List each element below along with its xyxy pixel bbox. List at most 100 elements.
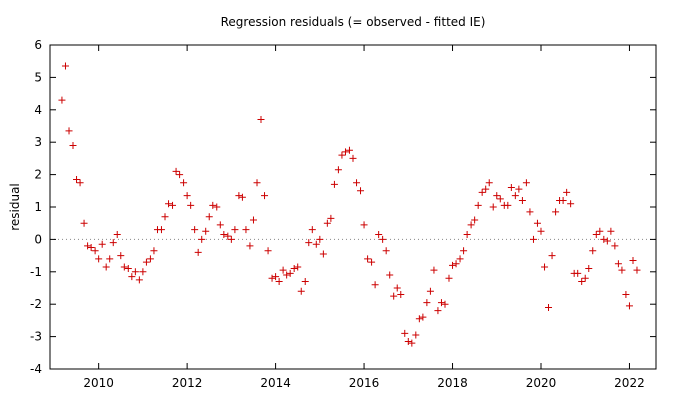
data-point bbox=[441, 300, 449, 308]
data-point bbox=[618, 266, 626, 274]
data-point bbox=[283, 271, 291, 279]
data-points bbox=[58, 62, 641, 347]
data-point bbox=[117, 252, 125, 260]
data-point bbox=[437, 299, 445, 307]
data-point bbox=[478, 188, 486, 196]
data-point bbox=[341, 148, 349, 156]
data-point bbox=[467, 221, 475, 229]
data-point bbox=[545, 303, 553, 311]
plot-frame bbox=[49, 44, 657, 370]
data-point bbox=[161, 213, 169, 221]
data-point bbox=[463, 231, 471, 239]
data-point bbox=[533, 219, 541, 227]
data-point bbox=[109, 239, 117, 247]
data-point bbox=[131, 268, 139, 276]
data-point bbox=[202, 227, 210, 235]
data-point bbox=[169, 201, 177, 209]
data-point bbox=[375, 231, 383, 239]
data-point bbox=[146, 255, 154, 263]
y-tick-label: 6 bbox=[34, 38, 42, 52]
data-point bbox=[58, 96, 66, 104]
data-point bbox=[452, 260, 460, 268]
data-point bbox=[139, 268, 147, 276]
data-point bbox=[471, 216, 479, 224]
data-point bbox=[172, 167, 180, 175]
y-tick-label: 1 bbox=[34, 200, 42, 214]
data-point bbox=[316, 235, 324, 243]
data-point bbox=[80, 219, 88, 227]
data-point bbox=[65, 127, 73, 135]
data-point bbox=[423, 299, 431, 307]
data-point bbox=[98, 240, 106, 248]
data-point bbox=[474, 201, 482, 209]
data-point bbox=[106, 255, 114, 263]
data-point bbox=[349, 154, 357, 162]
data-point bbox=[180, 179, 188, 187]
data-point bbox=[515, 185, 523, 193]
data-point bbox=[408, 339, 416, 347]
data-point bbox=[238, 193, 246, 201]
data-point bbox=[61, 62, 69, 70]
data-point bbox=[368, 258, 376, 266]
x-tick-label: 2016 bbox=[349, 376, 380, 390]
x-tick-label: 2010 bbox=[83, 376, 114, 390]
data-point bbox=[526, 208, 534, 216]
data-point bbox=[327, 214, 335, 222]
y-tick-label: -3 bbox=[30, 330, 42, 344]
data-point bbox=[460, 247, 468, 255]
data-point bbox=[198, 235, 206, 243]
data-point bbox=[434, 307, 442, 315]
data-point bbox=[227, 235, 235, 243]
y-tick-label: -4 bbox=[30, 362, 42, 376]
data-point bbox=[529, 235, 537, 243]
data-point bbox=[76, 179, 84, 187]
data-point bbox=[305, 239, 313, 247]
data-point bbox=[360, 221, 368, 229]
data-point bbox=[393, 284, 401, 292]
data-point bbox=[231, 226, 239, 234]
data-point bbox=[246, 242, 254, 250]
data-point bbox=[603, 237, 611, 245]
data-point bbox=[183, 192, 191, 200]
data-point bbox=[415, 315, 423, 323]
data-point bbox=[633, 266, 641, 274]
data-point bbox=[319, 250, 327, 258]
x-tick-label: 2018 bbox=[437, 376, 468, 390]
data-point bbox=[264, 247, 272, 255]
data-point bbox=[607, 227, 615, 235]
data-point bbox=[456, 255, 464, 263]
y-tick-label: -2 bbox=[30, 297, 42, 311]
data-point bbox=[614, 260, 622, 268]
data-point bbox=[625, 302, 633, 310]
data-point bbox=[279, 266, 287, 274]
data-point bbox=[401, 329, 409, 337]
data-point bbox=[386, 271, 394, 279]
data-point bbox=[91, 247, 99, 255]
data-point bbox=[294, 263, 302, 271]
data-point bbox=[220, 231, 228, 239]
data-point bbox=[522, 179, 530, 187]
data-point bbox=[600, 235, 608, 243]
data-point bbox=[224, 232, 232, 240]
data-point bbox=[176, 171, 184, 179]
data-point bbox=[567, 200, 575, 208]
data-point bbox=[330, 180, 338, 188]
data-point bbox=[205, 213, 213, 221]
data-point bbox=[120, 263, 128, 271]
data-point bbox=[357, 187, 365, 195]
data-point bbox=[73, 175, 81, 183]
data-point bbox=[548, 252, 556, 260]
data-point bbox=[419, 313, 427, 321]
data-point bbox=[511, 192, 519, 200]
data-point bbox=[216, 221, 224, 229]
data-point bbox=[135, 276, 143, 284]
x-tick-label: 2022 bbox=[614, 376, 645, 390]
data-point bbox=[84, 242, 92, 250]
data-point bbox=[592, 231, 600, 239]
data-point bbox=[272, 273, 280, 281]
data-point bbox=[242, 226, 250, 234]
data-point bbox=[165, 200, 173, 208]
chart-title: Regression residuals (= observed - fitte… bbox=[221, 15, 486, 29]
y-tick-label: 3 bbox=[34, 135, 42, 149]
data-point bbox=[95, 255, 103, 263]
